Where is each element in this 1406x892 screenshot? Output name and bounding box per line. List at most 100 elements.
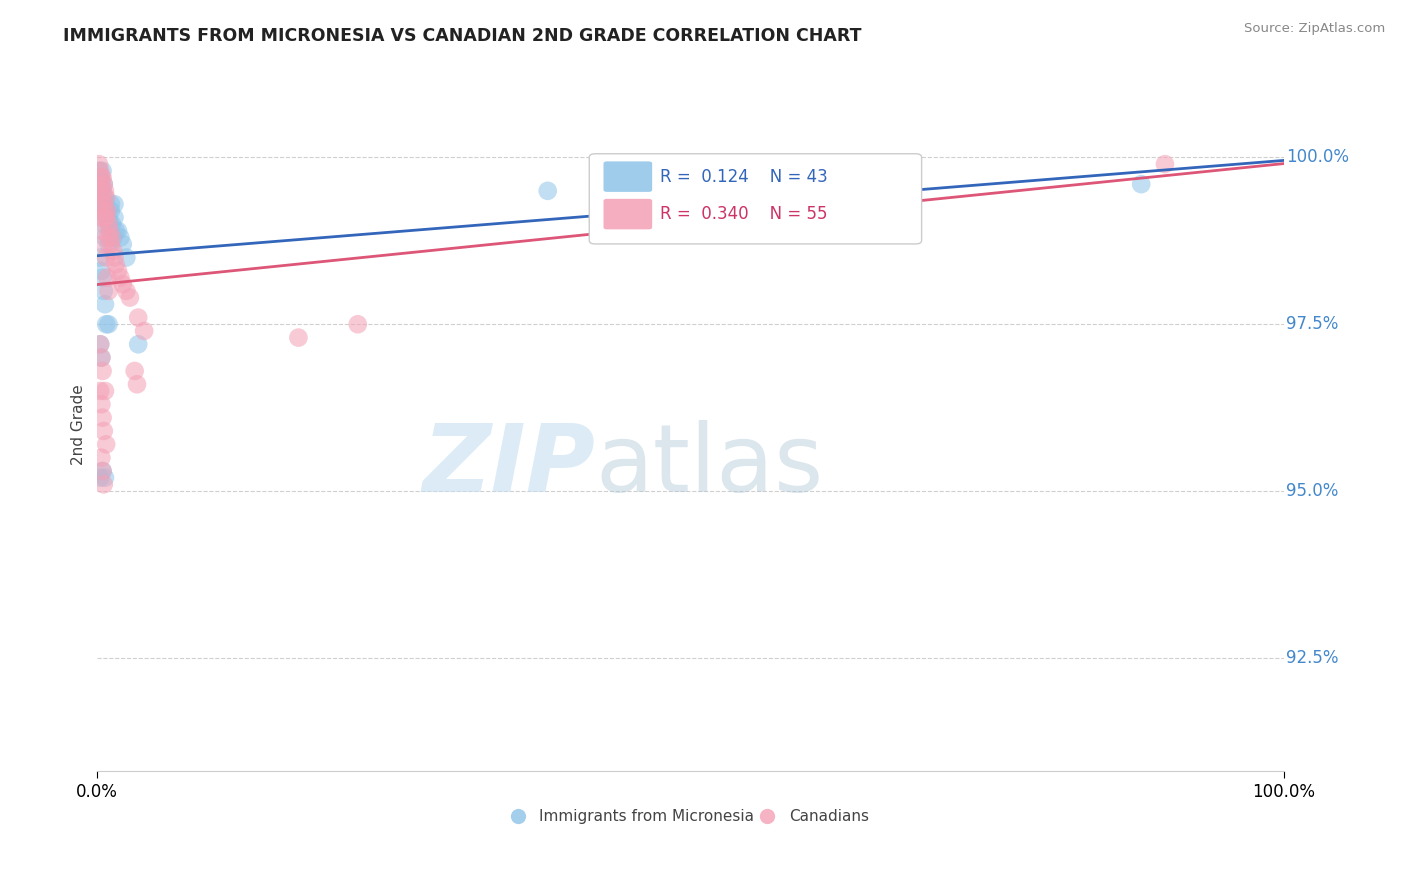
Point xyxy=(89,384,111,398)
Point xyxy=(91,203,114,218)
Point xyxy=(103,230,125,244)
Point xyxy=(107,264,129,278)
Text: 100.0%: 100.0% xyxy=(1286,148,1348,167)
Point xyxy=(127,337,149,351)
Text: Immigrants from Micronesia: Immigrants from Micronesia xyxy=(540,809,755,824)
Point xyxy=(110,270,132,285)
Point xyxy=(107,224,129,238)
Point xyxy=(89,197,111,211)
Point xyxy=(91,164,114,178)
Point xyxy=(115,251,138,265)
Point xyxy=(134,324,156,338)
Text: 97.5%: 97.5% xyxy=(1286,315,1339,334)
Point xyxy=(90,397,112,411)
Point xyxy=(93,177,115,191)
Point xyxy=(537,184,560,198)
Point xyxy=(97,284,120,298)
Point xyxy=(98,217,121,231)
Point xyxy=(91,410,114,425)
Point xyxy=(97,217,120,231)
Point xyxy=(856,164,879,178)
Point xyxy=(94,197,117,211)
Point xyxy=(90,351,112,365)
Point xyxy=(101,217,124,231)
Point xyxy=(93,477,115,491)
Point xyxy=(97,318,120,332)
Point xyxy=(125,377,148,392)
Text: R =  0.340    N = 55: R = 0.340 N = 55 xyxy=(661,205,828,223)
Point xyxy=(94,471,117,485)
Point xyxy=(91,464,114,478)
Point xyxy=(90,211,112,225)
Point xyxy=(111,237,134,252)
Point xyxy=(91,190,114,204)
Point xyxy=(287,330,309,344)
Point xyxy=(94,211,117,225)
Point xyxy=(94,203,117,218)
Point xyxy=(96,203,118,218)
Point xyxy=(127,310,149,325)
Point xyxy=(97,230,120,244)
Point xyxy=(87,164,110,178)
Point xyxy=(103,244,125,258)
Point xyxy=(94,184,117,198)
Point xyxy=(89,251,111,265)
Point xyxy=(111,277,134,292)
Point xyxy=(100,203,122,218)
Point xyxy=(89,177,111,191)
Point xyxy=(94,211,117,225)
Point xyxy=(89,170,111,185)
Point xyxy=(89,337,111,351)
Point xyxy=(93,177,115,191)
Text: 95.0%: 95.0% xyxy=(1286,482,1339,500)
Point xyxy=(103,251,125,265)
Point xyxy=(93,284,115,298)
Point xyxy=(90,184,112,198)
Text: Source: ZipAtlas.com: Source: ZipAtlas.com xyxy=(1244,22,1385,36)
Text: 92.5%: 92.5% xyxy=(1286,648,1339,667)
Point xyxy=(98,224,121,238)
Point xyxy=(115,284,138,298)
Text: IMMIGRANTS FROM MICRONESIA VS CANADIAN 2ND GRADE CORRELATION CHART: IMMIGRANTS FROM MICRONESIA VS CANADIAN 2… xyxy=(63,27,862,45)
Point xyxy=(94,437,117,451)
FancyBboxPatch shape xyxy=(603,199,652,229)
Point xyxy=(346,318,368,332)
Point xyxy=(94,230,117,244)
Point xyxy=(94,297,117,311)
Point xyxy=(96,203,118,218)
Point xyxy=(104,257,127,271)
FancyBboxPatch shape xyxy=(603,161,652,192)
Point xyxy=(94,190,117,204)
Point xyxy=(91,364,114,378)
Point xyxy=(91,184,114,198)
Point xyxy=(93,197,115,211)
Point xyxy=(100,197,122,211)
Point xyxy=(94,251,117,265)
Point xyxy=(103,211,125,225)
Point xyxy=(94,190,117,204)
Point xyxy=(124,364,146,378)
Point xyxy=(91,224,114,238)
Point xyxy=(103,197,125,211)
Text: atlas: atlas xyxy=(595,420,824,512)
Point xyxy=(97,211,120,225)
Point xyxy=(91,270,114,285)
Point xyxy=(1154,157,1177,171)
Point xyxy=(90,264,112,278)
Point xyxy=(93,424,115,438)
Point xyxy=(89,471,111,485)
Point xyxy=(94,318,117,332)
Point xyxy=(90,450,112,465)
Text: R =  0.124    N = 43: R = 0.124 N = 43 xyxy=(661,168,828,186)
Point xyxy=(94,384,117,398)
Text: ZIP: ZIP xyxy=(422,420,595,512)
Text: Canadians: Canadians xyxy=(789,809,869,824)
Y-axis label: 2nd Grade: 2nd Grade xyxy=(72,384,86,465)
Point xyxy=(110,230,132,244)
Point xyxy=(89,337,111,351)
Point xyxy=(89,164,111,178)
Point xyxy=(1130,177,1153,191)
Point xyxy=(93,217,115,231)
Point xyxy=(90,197,112,211)
Point xyxy=(90,351,112,365)
